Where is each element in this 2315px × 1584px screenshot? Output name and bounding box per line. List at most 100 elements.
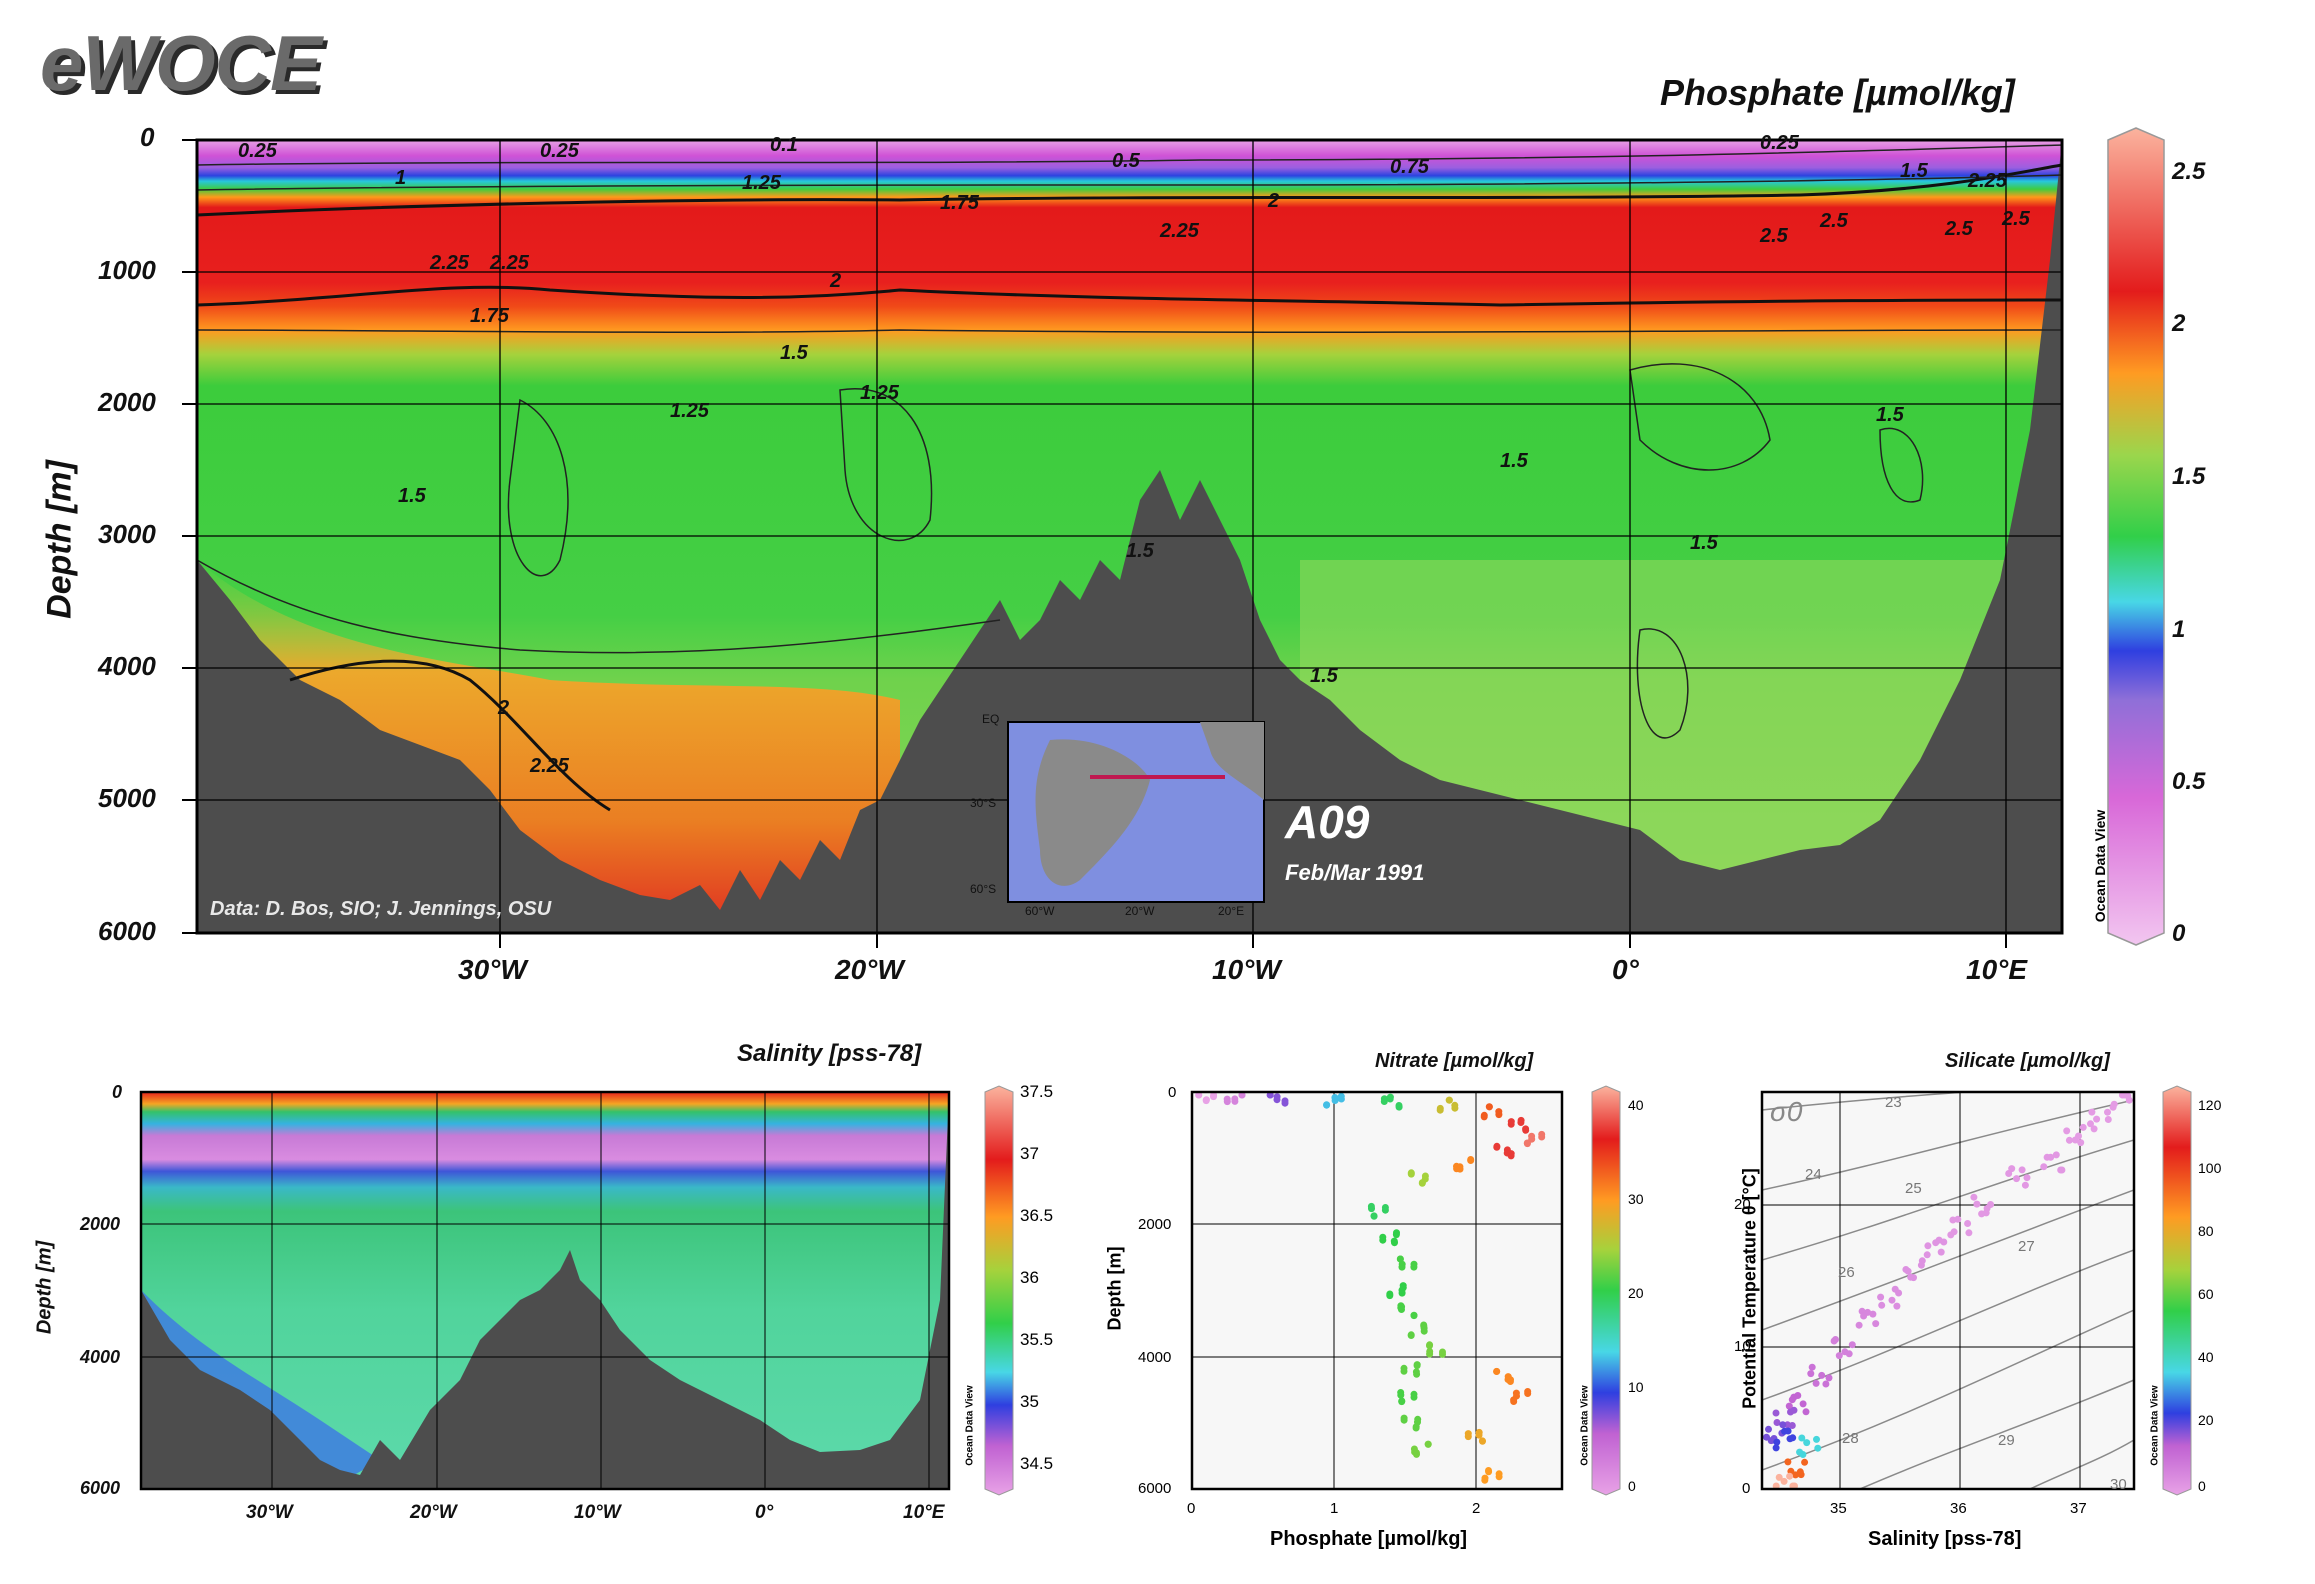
nitrate-point: [1528, 1135, 1536, 1143]
silicate-point: [1923, 1251, 1931, 1259]
salinity-ytick: 4000: [80, 1347, 121, 1367]
nitrate-point: [1386, 1093, 1394, 1101]
nitrate-point: [1399, 1284, 1407, 1291]
nitrate-point: [1493, 1142, 1501, 1150]
nitrate-point: [1424, 1440, 1432, 1448]
silicate-point: [1940, 1238, 1948, 1246]
contour-label: 1.75: [940, 192, 979, 214]
contour-label: 2: [498, 697, 510, 719]
contour-label: 1: [395, 167, 407, 189]
contour-label: 2.25: [490, 252, 529, 274]
nitrate-point: [1323, 1101, 1331, 1109]
silicate-point: [1772, 1444, 1780, 1452]
nitrate-point: [1273, 1093, 1281, 1101]
silicate-point: [1799, 1400, 1807, 1408]
silicate-point: [1784, 1427, 1792, 1435]
nitrate-point: [1381, 1206, 1389, 1214]
nitrate-point: [1210, 1093, 1217, 1101]
salinity-title: Salinity [pss-78]: [737, 1040, 922, 1067]
silicate-point: [1786, 1472, 1794, 1480]
silicate-point: [1779, 1421, 1787, 1429]
contour-label: 0.1: [770, 134, 798, 156]
nitrate-point: [1418, 1179, 1426, 1187]
contour-label: 2.25: [530, 755, 569, 777]
silicate-point: [2018, 1166, 2026, 1174]
contour-label: 1.5: [1310, 665, 1338, 687]
silicate-point: [1801, 1458, 1809, 1466]
salinity-xtick: 30°W: [246, 1502, 293, 1523]
silicate-point: [1808, 1363, 1816, 1371]
contour-label: 0.25: [238, 140, 277, 162]
salinity-ytick: 0: [112, 1082, 123, 1102]
section-dates: Feb/Mar 1991: [1285, 860, 1425, 885]
silicate-cb-tick: 60: [2198, 1286, 2214, 1302]
contour-label: 2.25: [1160, 220, 1199, 242]
nitrate-cb-tick: 20: [1628, 1285, 1644, 1301]
silicate-point: [1785, 1402, 1793, 1410]
contour-label: 2.25: [430, 252, 469, 274]
isopycnal-label: 30: [2110, 1476, 2127, 1493]
nitrate-point: [1475, 1428, 1483, 1436]
isopycnal-label: 26: [1838, 1264, 1855, 1281]
silicate-point: [1813, 1435, 1820, 1443]
silicate-point: [1773, 1438, 1781, 1446]
silicate-point: [1798, 1434, 1806, 1442]
silicate-point: [2090, 1125, 2098, 1133]
main-cb-tick-0: 2.5: [2172, 158, 2206, 185]
main-xtick-0: 30°W: [458, 954, 527, 985]
silicate-ytick: 10: [1734, 1338, 1751, 1355]
silicate-point: [2065, 1136, 2073, 1144]
isopycnal-label: 28: [1842, 1430, 1859, 1447]
nitrate-point: [1517, 1119, 1525, 1126]
inset-lon-label-0: 60°W: [1025, 904, 1055, 918]
silicate-point: [1888, 1296, 1896, 1304]
silicate-sigma-label: σ0: [1770, 1096, 1803, 1127]
isopycnal-label: 25: [1905, 1180, 1922, 1197]
nitrate-point: [1485, 1467, 1492, 1474]
silicate-point: [2087, 1120, 2094, 1128]
salinity-cb-tick: 37.5: [1020, 1082, 1054, 1101]
contour-label: 2.5: [1945, 218, 1973, 240]
nitrate-point: [1451, 1104, 1459, 1112]
nitrate-point: [1512, 1389, 1520, 1397]
nitrate-point: [1380, 1098, 1388, 1105]
silicate-point: [2040, 1163, 2048, 1171]
nitrate-point: [1379, 1236, 1387, 1244]
nitrate-xlabel: Phosphate [µmol/kg]: [1270, 1528, 1468, 1550]
nitrate-point: [1390, 1237, 1398, 1245]
nitrate-xtick: 1: [1330, 1500, 1339, 1517]
silicate-point: [1970, 1193, 1978, 1201]
silicate-cb-tick: 100: [2198, 1160, 2222, 1176]
nitrate-point: [1510, 1398, 1518, 1405]
silicate-point: [1869, 1310, 1877, 1318]
nitrate-point: [1456, 1165, 1464, 1173]
salinity-cb-tick: 35: [1020, 1392, 1039, 1411]
contour-label: 2.5: [1820, 210, 1848, 232]
silicate-point: [1812, 1379, 1820, 1387]
silicate-point: [1932, 1239, 1940, 1247]
main-ytick-0: 0: [140, 122, 155, 152]
salinity-xtick: 10°W: [574, 1502, 621, 1523]
nitrate-cb-tick: 40: [1628, 1097, 1644, 1113]
nitrate-point: [1398, 1303, 1406, 1311]
silicate-point: [1790, 1406, 1798, 1414]
contour-label: 1.5: [1900, 160, 1928, 182]
contour-label: 1.5: [1690, 532, 1718, 554]
silicate-point: [1860, 1312, 1868, 1320]
nitrate-point: [1522, 1126, 1530, 1134]
nitrate-point: [1410, 1311, 1418, 1319]
main-ytick-2: 2000: [98, 387, 156, 417]
nitrate-xtick: 0: [1187, 1500, 1196, 1517]
contour-label: 1.25: [670, 400, 709, 422]
silicate-point: [1978, 1210, 1986, 1218]
silicate-point: [1803, 1439, 1811, 1447]
nitrate-point: [1478, 1437, 1486, 1445]
silicate-point: [1835, 1352, 1843, 1360]
silicate-point: [1825, 1374, 1833, 1382]
silicate-cb-tick: 80: [2198, 1223, 2214, 1239]
silicate-point: [1965, 1229, 1973, 1237]
silicate-cb-tick: 40: [2198, 1349, 2214, 1365]
silicate-xtick: 36: [1950, 1500, 1967, 1517]
silicate-point: [1814, 1444, 1822, 1452]
